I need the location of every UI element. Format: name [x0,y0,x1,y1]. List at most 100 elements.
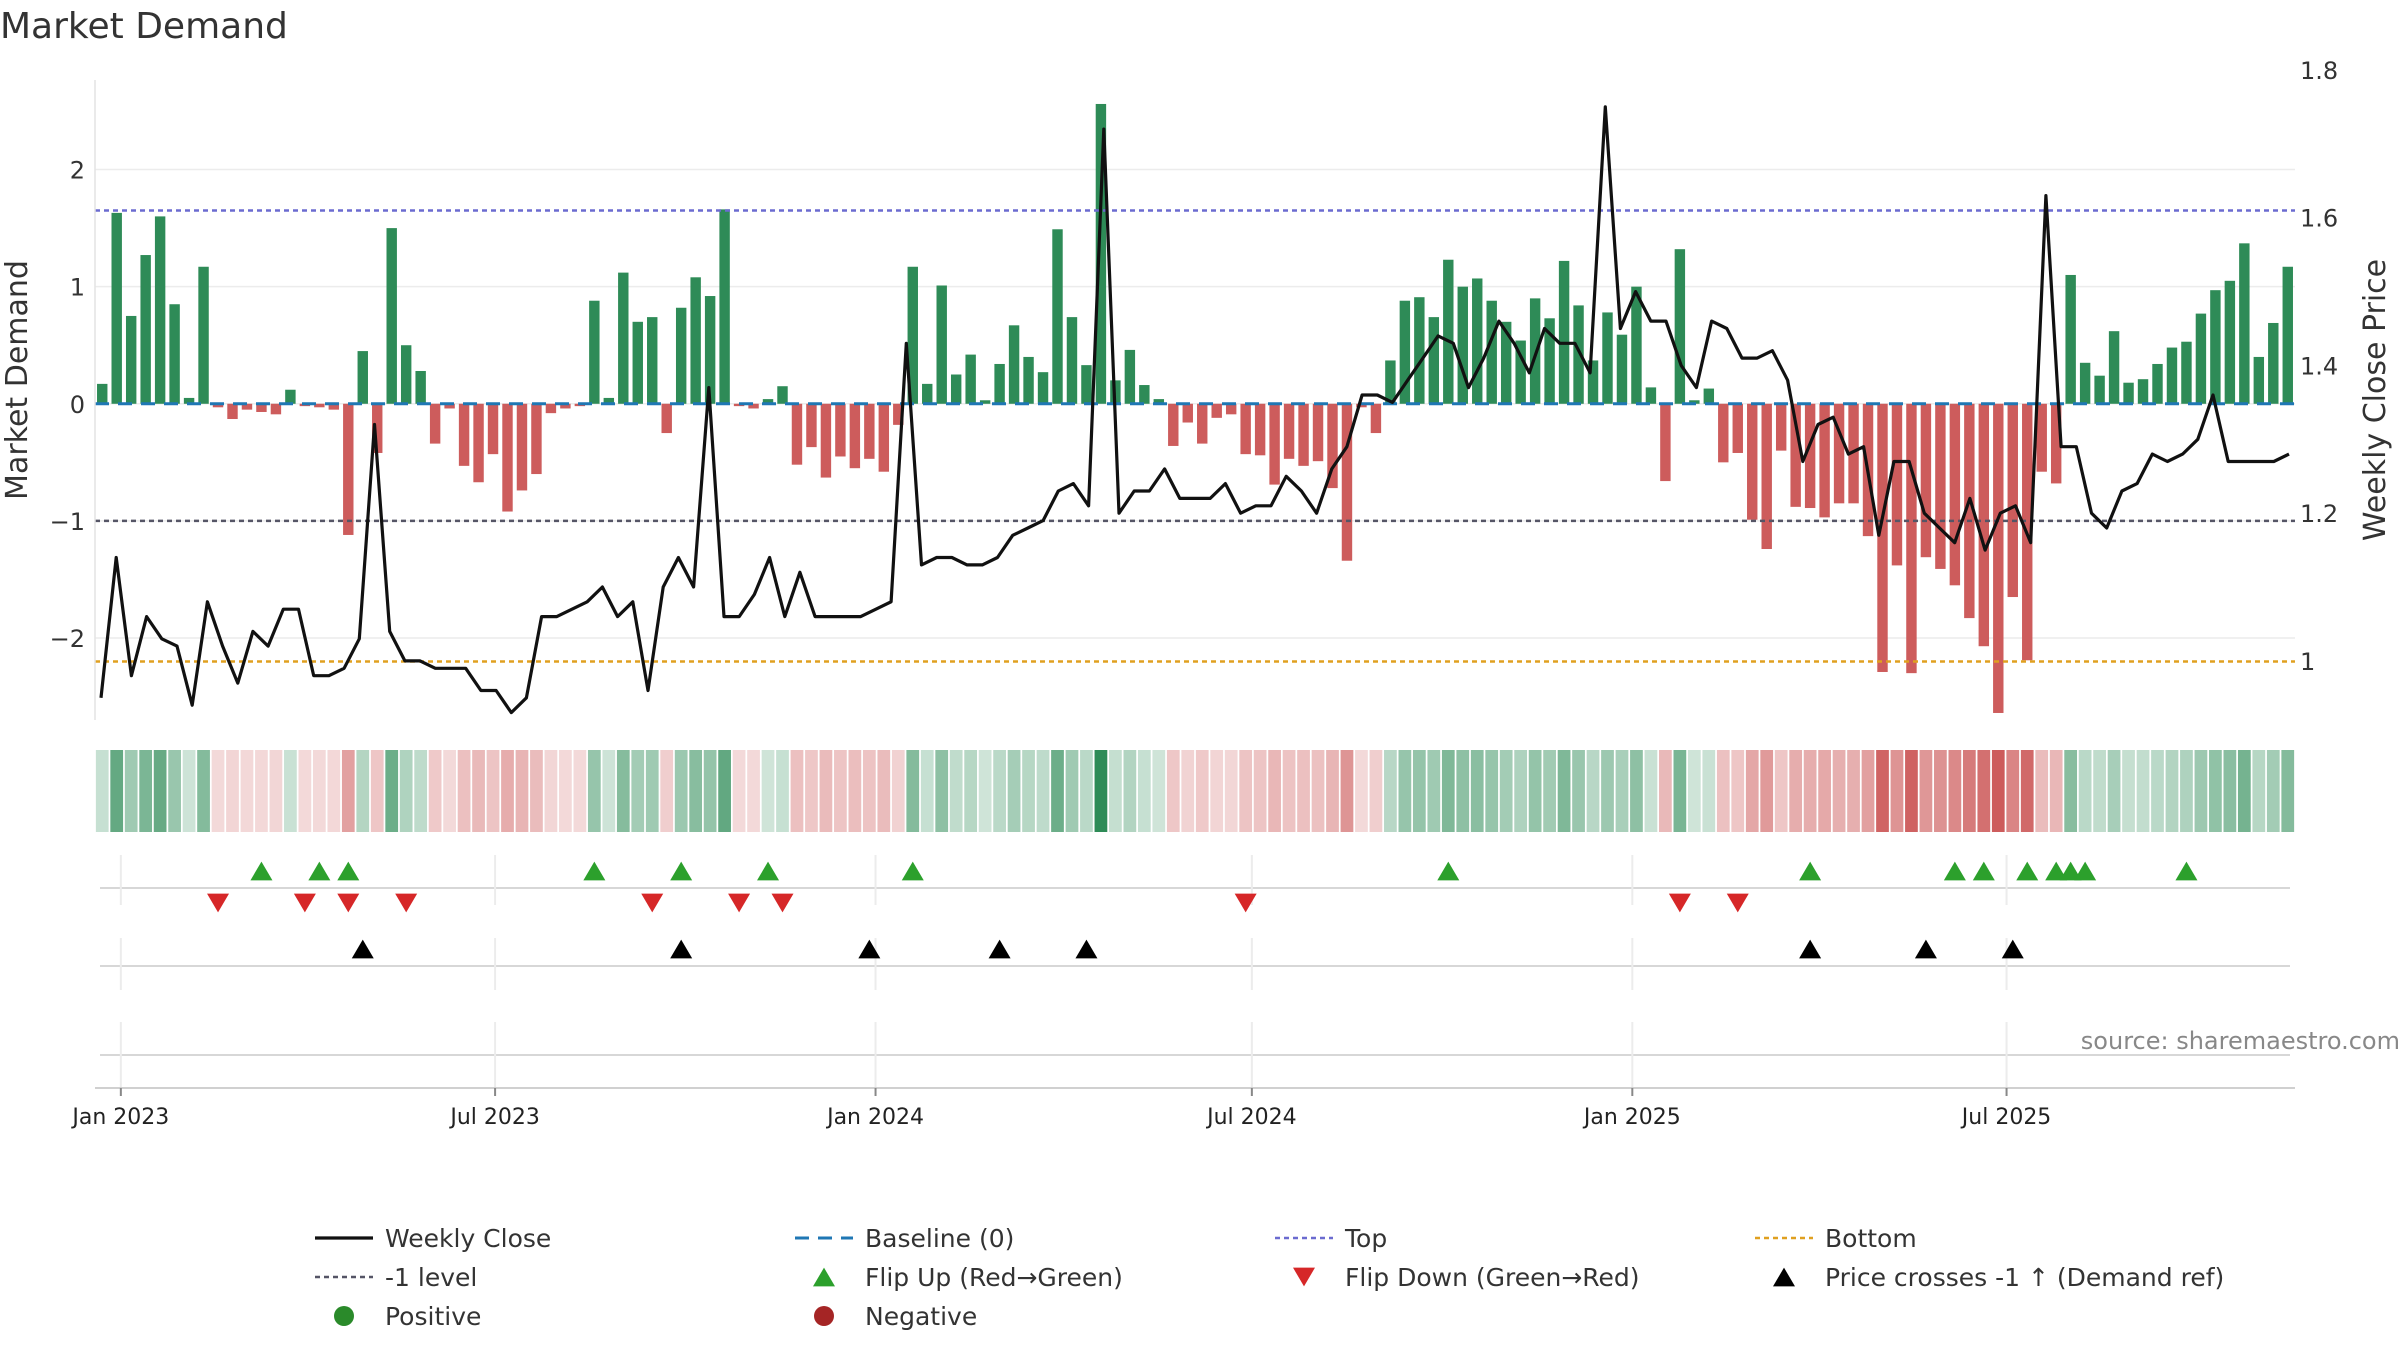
demand-bar [1500,321,1512,404]
demand-bar [2123,382,2134,404]
flip-down-marker [771,893,794,913]
demand-bar [1544,318,1555,404]
strip-cell [2180,750,2193,832]
strip-cell [1094,750,1108,832]
legend-label: Negative [865,1302,977,1331]
legend-item: Flip Down (Green→Red) [1293,1263,1640,1292]
strip-cell [1934,750,1947,832]
demand-bar [1283,403,1295,459]
demand-bar [1066,317,1078,404]
demand-bar [111,212,122,404]
left-tick-label: −1 [50,508,85,536]
demand-bar [1631,286,1642,404]
demand-bar [1877,403,1888,672]
strip-cell [862,750,876,832]
strip-cell [255,750,268,832]
strip-cell [2020,750,2034,832]
legend-item: Negative [814,1302,977,1331]
demand-bar [589,300,600,404]
demand-bar [835,403,846,457]
flip-up-marker [1437,861,1460,881]
strip-cell [1123,750,1137,832]
right-tick-label: 1 [2300,648,2315,676]
flip-down-marker [293,893,316,913]
demand-bar [647,317,658,404]
demand-bar [2253,356,2265,404]
demand-bar [1457,286,1468,404]
strip-cell [1311,750,1325,832]
strip-cell [732,750,746,832]
demand-bar [632,321,643,404]
strip-cell [2223,750,2237,832]
strip-cell [1398,750,1412,832]
strip-cell [1441,750,1455,832]
strip-cell [95,750,109,832]
strip-cell [1586,750,1600,832]
strip-cell [327,750,341,832]
strip-cell [1412,750,1426,832]
strip-cell [1239,750,1253,832]
strip-cell [1876,750,1889,832]
demand-bar [1428,317,1440,404]
strip-cell [2165,750,2179,832]
strip-cell [2237,750,2251,832]
demand-bar [1703,388,1715,404]
weekly-close-line [99,105,2290,715]
demand-bar [1225,403,1237,415]
demand-bar [704,296,716,404]
demand-bar [936,285,947,404]
demand-bar [1168,403,1179,446]
strip-cell [790,750,804,832]
demand-bar [1747,403,1758,520]
month-tick-label: Jul 2023 [448,1105,540,1130]
strip-cell [819,750,833,832]
strip-cell [674,750,688,832]
strip-cell [2049,750,2063,832]
demand-bar [1819,403,1830,518]
strip-cell [1905,750,1918,832]
strip-cell [1818,750,1831,832]
strip-cell [1080,750,1093,832]
strip-cell [472,750,485,832]
demand-bar [618,272,629,404]
strip-cell [1384,750,1397,832]
price-cross-marker [670,939,693,959]
strip-cell [2093,750,2106,832]
demand-bar [1978,403,1990,647]
price-cross-marker [1075,939,1098,959]
demand-bar [1587,360,1599,404]
strip-cell [1716,750,1730,832]
strip-cell [153,750,167,832]
strip-cell [834,750,847,832]
strip-cell [1644,750,1658,832]
strip-cell [486,750,500,832]
strip-cell [848,750,862,832]
strip-cell [356,750,370,832]
strip-cell [689,750,703,832]
demand-bar [531,403,542,475]
strip-cell [1022,750,1035,832]
demand-bar [878,403,890,472]
legend-swatch [813,1267,835,1287]
demand-bar [1602,312,1613,404]
strip-cell [1760,750,1774,832]
demand-bar [400,345,412,404]
demand-bar [487,403,499,455]
demand-bar [241,403,253,410]
strip-cell [269,750,283,832]
strip-cell [1630,750,1643,832]
demand-bar [777,386,788,404]
right-tick-label: 1.2 [2300,500,2338,528]
demand-bar [1935,403,1946,569]
demand-bar [386,228,397,404]
demand-bar [820,403,832,478]
strip-cell [645,750,659,832]
demand-bar [1095,103,1107,404]
demand-bar [907,266,918,404]
legend-item: Positive [334,1302,481,1331]
demand-bar [1906,403,1917,674]
demand-bar [2268,322,2279,404]
source-note: source: sharemaestro.com [2081,1027,2400,1055]
strip-cell [891,750,905,832]
